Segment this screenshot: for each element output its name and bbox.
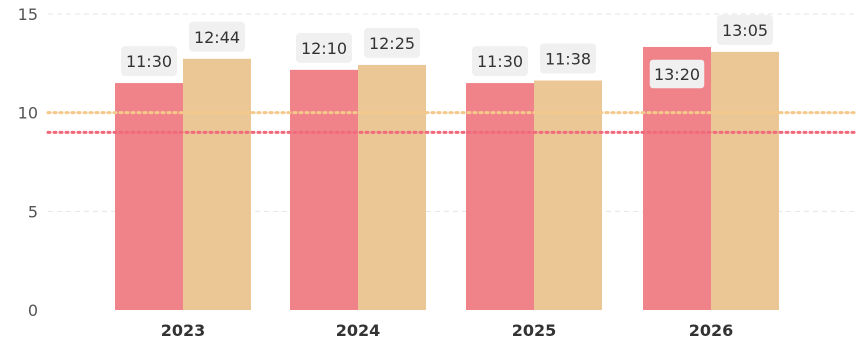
x-tick-label: 2023 bbox=[161, 321, 206, 340]
bar bbox=[534, 80, 602, 310]
bar-layer bbox=[115, 46, 779, 311]
x-tick-label: 2024 bbox=[336, 321, 381, 340]
axis-layer: 0 5 10 15 2023 2024 2025 2026 bbox=[18, 5, 734, 340]
data-label-box bbox=[364, 27, 420, 58]
data-label: 13:20 bbox=[654, 65, 700, 84]
data-label-box bbox=[540, 43, 596, 74]
data-label-layer: 11:30 12:44 12:10 12:25 11:30 11:38 13:20 13:05 bbox=[121, 14, 773, 90]
bar bbox=[643, 46, 711, 311]
bar bbox=[466, 83, 534, 310]
data-label: 12:10 bbox=[301, 39, 347, 58]
data-label-box bbox=[472, 46, 528, 77]
data-label-box bbox=[296, 32, 352, 63]
data-label: 13:05 bbox=[722, 21, 768, 40]
bar bbox=[711, 51, 779, 310]
data-label-box bbox=[717, 14, 773, 45]
y-tick-label: 5 bbox=[28, 202, 38, 221]
data-label: 12:25 bbox=[369, 34, 415, 53]
data-label: 11:38 bbox=[545, 50, 591, 69]
bar bbox=[115, 83, 183, 310]
data-label-box bbox=[648, 58, 706, 90]
data-label: 11:30 bbox=[126, 52, 172, 71]
bar bbox=[358, 64, 426, 310]
x-tick-label: 2026 bbox=[689, 321, 734, 340]
data-label: 12:44 bbox=[194, 28, 240, 47]
data-label-box bbox=[189, 21, 245, 52]
bar bbox=[183, 58, 251, 311]
x-tick-label: 2025 bbox=[512, 321, 557, 340]
y-tick-label: 0 bbox=[28, 301, 38, 320]
reference-line-layer bbox=[46, 111, 857, 134]
data-label-box bbox=[121, 46, 177, 77]
bar bbox=[290, 69, 358, 310]
y-tick-label: 10 bbox=[18, 104, 38, 123]
data-label: 11:30 bbox=[477, 52, 523, 71]
y-tick-label: 15 bbox=[18, 5, 38, 24]
